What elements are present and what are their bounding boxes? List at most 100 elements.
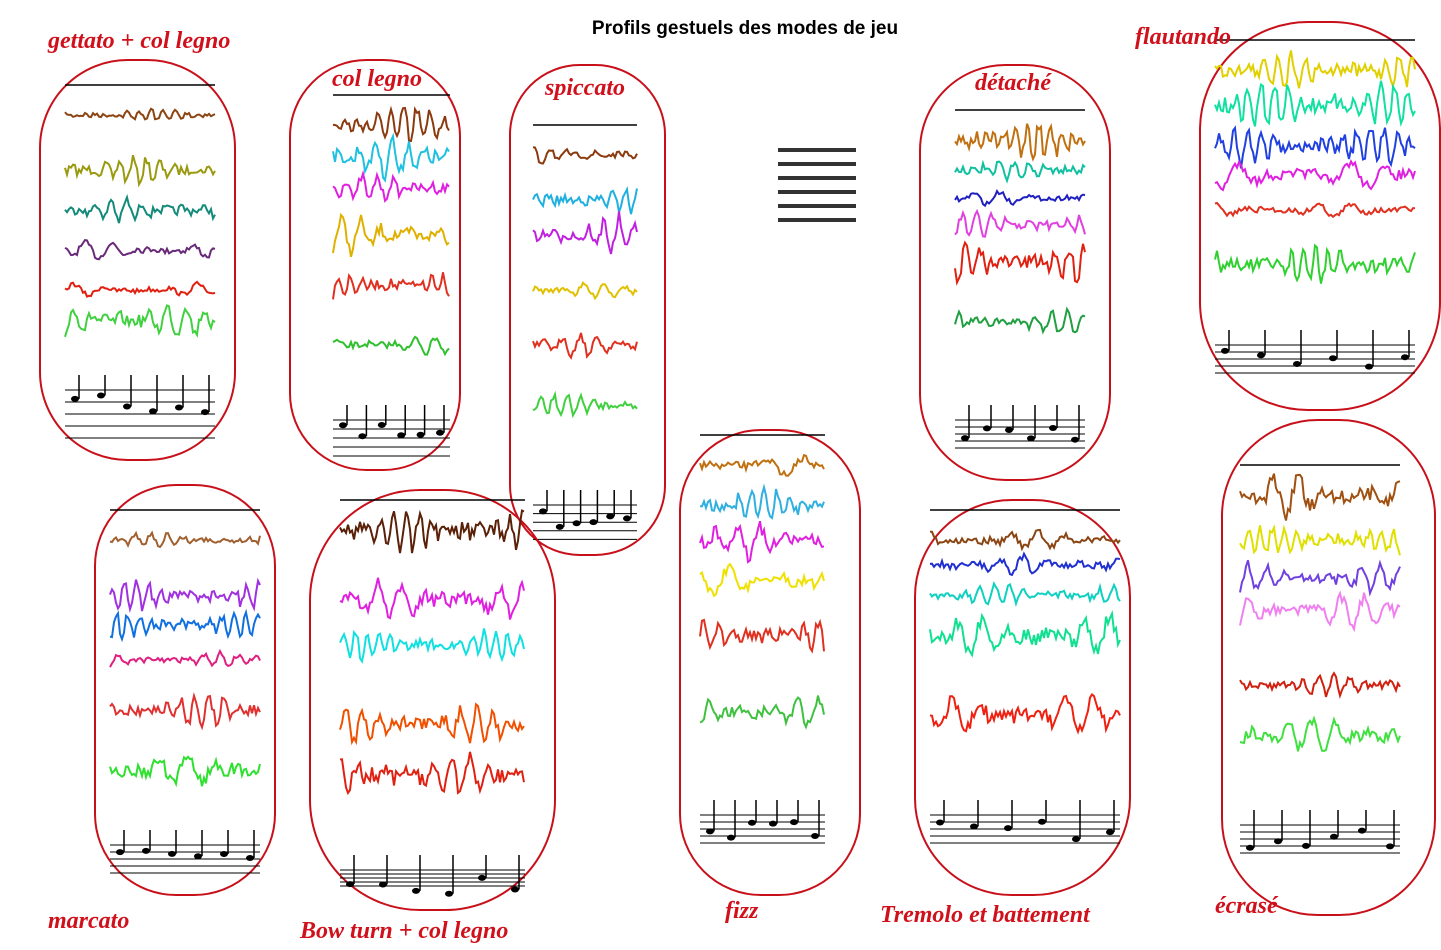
gesture-trace	[929, 528, 1121, 552]
note-head	[1071, 436, 1079, 443]
legend-line	[778, 176, 856, 180]
hand-drawn-loop	[1221, 419, 1436, 916]
gesture-trace	[109, 608, 261, 643]
hand-drawn-loop	[39, 59, 236, 461]
gesture-trace	[699, 453, 825, 477]
gesture-trace	[109, 691, 261, 731]
gesture-trace	[1239, 590, 1401, 633]
note-head	[769, 820, 777, 827]
gesture-trace	[64, 304, 216, 338]
note-head	[1038, 818, 1046, 825]
note-head	[142, 847, 150, 854]
note-head	[149, 408, 157, 415]
legend-line	[778, 148, 856, 152]
hand-drawn-loop	[914, 499, 1131, 896]
note-head	[936, 819, 944, 826]
note-head	[379, 881, 387, 888]
hand-drawn-loop	[679, 429, 861, 896]
note-head	[478, 874, 486, 881]
gesture-trace	[929, 610, 1121, 658]
gesture-trace	[109, 755, 261, 788]
gesture-trace	[1239, 715, 1401, 753]
gesture-trace	[954, 208, 1086, 238]
gesture-trace	[532, 146, 638, 165]
gesture-trace	[954, 306, 1086, 335]
gesture-trace	[1214, 50, 1416, 90]
mode-label: fizz	[725, 898, 759, 924]
note-head	[961, 435, 969, 442]
gesture-trace	[532, 390, 638, 419]
mode-panel	[289, 59, 461, 471]
note-head	[1365, 363, 1373, 370]
note-head	[1401, 354, 1409, 361]
mode-label: écrasé	[1215, 893, 1279, 919]
note-head	[201, 409, 209, 416]
mode-label: spiccato	[544, 75, 625, 101]
mode-panel	[919, 64, 1111, 481]
gesture-trace	[339, 751, 525, 796]
note-head	[1386, 843, 1394, 850]
note-head	[1293, 361, 1301, 368]
gesture-trace	[1214, 80, 1416, 128]
gesture-trace	[109, 648, 261, 668]
note-head	[397, 432, 406, 439]
mode-label: détaché	[975, 70, 1052, 96]
note-head	[97, 392, 105, 399]
gesture-trace	[1239, 559, 1401, 597]
mode-label: Bow turn + col legno	[299, 918, 508, 944]
gesture-trace	[532, 211, 638, 255]
note-head	[377, 422, 386, 429]
gesture-trace	[929, 581, 1121, 607]
mode-panel	[509, 64, 666, 556]
gesture-trace	[339, 628, 525, 664]
mode-label: gettato + col legno	[47, 28, 230, 54]
note-head	[346, 881, 354, 888]
legend-block	[778, 148, 856, 222]
gesture-trace	[64, 239, 216, 261]
note-head	[706, 828, 714, 835]
mode-panel	[309, 489, 556, 911]
gesture-trace	[332, 212, 450, 258]
gesture-trace	[1239, 523, 1401, 556]
note-head	[123, 403, 131, 410]
gesture-trace	[64, 193, 216, 224]
mode-panel	[1199, 21, 1441, 411]
gesture-trace	[332, 272, 450, 300]
gesture-trace	[109, 530, 261, 549]
note-head	[1005, 426, 1013, 433]
gesture-trace	[699, 520, 825, 564]
note-head	[589, 519, 598, 526]
mode-label: flautando	[1135, 24, 1231, 50]
note-head	[116, 849, 124, 856]
note-head	[970, 823, 978, 830]
note-head	[983, 425, 991, 432]
mode-panel	[1221, 419, 1436, 916]
note-head	[1257, 352, 1265, 359]
note-head	[1049, 425, 1057, 432]
mode-label: col legno	[332, 66, 422, 92]
note-head	[790, 819, 798, 826]
gesture-trace	[699, 618, 825, 654]
gesture-trace	[64, 154, 216, 188]
note-head	[539, 508, 547, 515]
gesture-trace	[109, 577, 261, 613]
note-head	[572, 520, 581, 527]
mode-panel	[94, 484, 276, 896]
mode-panel	[39, 59, 236, 461]
note-head	[175, 404, 183, 411]
gesture-trace	[532, 280, 638, 301]
mode-label: marcato	[48, 908, 129, 934]
note-head	[1106, 829, 1114, 836]
mode-label: Tremolo et battement	[880, 902, 1091, 928]
note-head	[168, 850, 176, 857]
note-head	[1072, 836, 1080, 843]
note-head	[416, 431, 425, 438]
gesture-trace	[332, 335, 450, 357]
gesture-trace	[1214, 158, 1416, 192]
gesture-trace	[532, 332, 638, 360]
gesture-trace	[954, 122, 1086, 162]
gesture-trace	[332, 105, 450, 142]
gesture-trace	[1239, 473, 1401, 521]
